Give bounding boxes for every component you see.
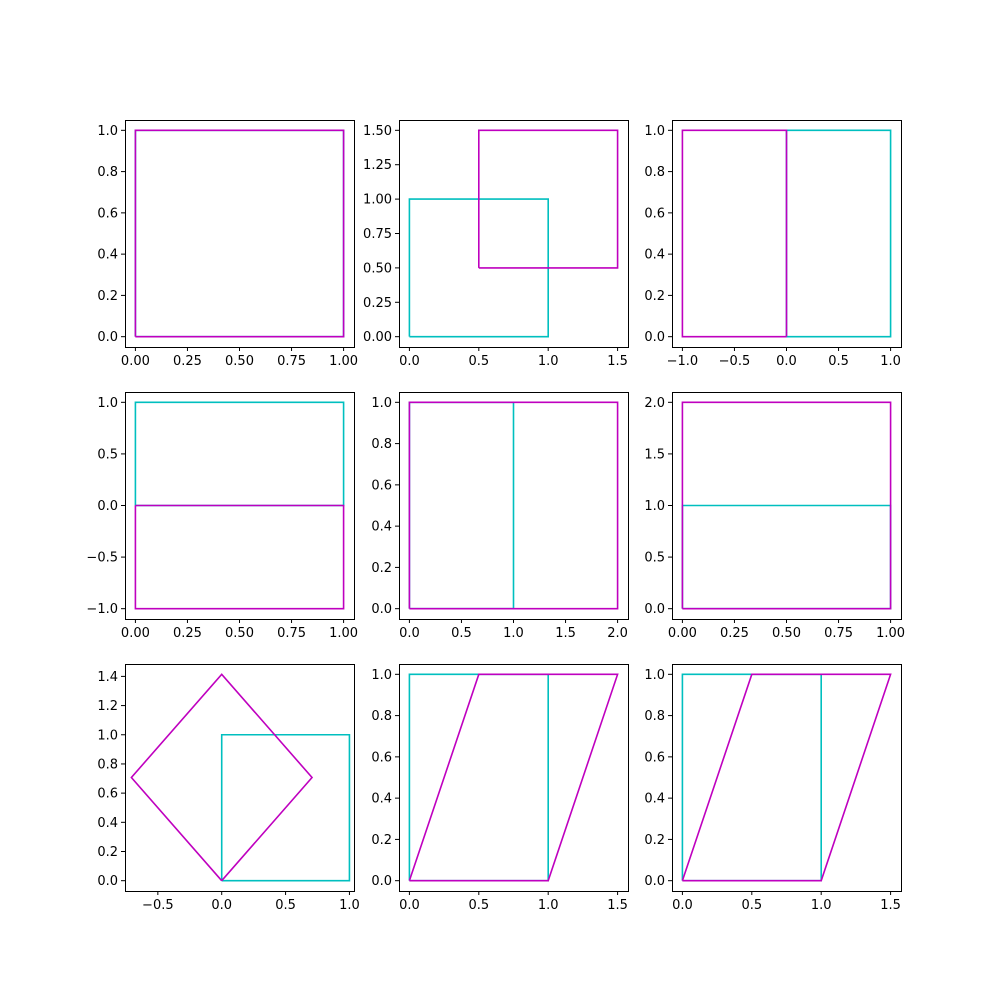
y-tick-label: 0.4 — [644, 792, 665, 807]
y-tick-label: 0.4 — [97, 248, 118, 263]
x-tick-label: 1.5 — [607, 354, 628, 369]
y-tick-label: 0.0 — [644, 874, 665, 889]
y-tick-label: 0.0 — [371, 874, 392, 889]
x-tick-label: −0.5 — [719, 354, 751, 369]
y-tick-label: 0.0 — [644, 330, 665, 345]
y-tick-label: 1.0 — [644, 124, 665, 139]
x-tick-label: 1.5 — [607, 898, 628, 913]
y-tick-label: 1.0 — [644, 499, 665, 514]
x-tick-label: 1.00 — [329, 626, 358, 641]
y-tick-label: 0.6 — [644, 206, 665, 221]
x-tick-label: 1.0 — [538, 898, 559, 913]
x-tick-label: 0.00 — [121, 626, 150, 641]
x-tick-label: 0.00 — [668, 626, 697, 641]
x-tick-label: 1.00 — [876, 626, 905, 641]
y-tick-label: 0.4 — [97, 816, 118, 831]
x-tick-label: 0.0 — [211, 898, 232, 913]
x-tick-label: 1.0 — [880, 354, 901, 369]
x-tick-label: −0.5 — [142, 898, 174, 913]
y-tick-label: 0.6 — [97, 206, 118, 221]
x-tick-label: 1.5 — [555, 626, 576, 641]
y-tick-label: 1.50 — [363, 124, 392, 139]
x-tick-label: 1.0 — [811, 898, 832, 913]
x-tick-label: 0.50 — [772, 626, 801, 641]
y-tick-label: 0.4 — [371, 520, 392, 535]
y-tick-label: 0.0 — [97, 874, 118, 889]
x-tick-label: 0.5 — [468, 898, 489, 913]
y-tick-label: 0.5 — [644, 551, 665, 566]
y-tick-label: 0.8 — [97, 165, 118, 180]
x-tick-label: 0.5 — [828, 354, 849, 369]
y-tick-label: 2.0 — [644, 396, 665, 411]
y-tick-label: 1.0 — [371, 668, 392, 683]
y-tick-label: 1.2 — [97, 699, 118, 714]
y-tick-label: 0.2 — [644, 833, 665, 848]
x-tick-label: 0.0 — [399, 626, 420, 641]
x-tick-label: 0.75 — [277, 354, 306, 369]
x-tick-label: 0.50 — [225, 354, 254, 369]
x-tick-label: 0.0 — [399, 898, 420, 913]
y-tick-label: 0.8 — [371, 437, 392, 452]
x-tick-label: 0.5 — [741, 898, 762, 913]
x-tick-label: 0.5 — [468, 354, 489, 369]
y-tick-label: 0.50 — [363, 261, 392, 276]
y-tick-label: 0.5 — [97, 447, 118, 462]
y-tick-label: 0.6 — [371, 478, 392, 493]
x-tick-label: 0.75 — [824, 626, 853, 641]
x-tick-label: 0.75 — [277, 626, 306, 641]
y-tick-label: 1.0 — [97, 124, 118, 139]
y-tick-label: 0.4 — [371, 792, 392, 807]
x-tick-label: 2.0 — [607, 626, 628, 641]
x-tick-label: −1.0 — [667, 354, 699, 369]
y-tick-label: 0.25 — [363, 296, 392, 311]
x-tick-label: 0.5 — [275, 898, 296, 913]
x-tick-label: 0.25 — [173, 354, 202, 369]
y-tick-label: 0.4 — [644, 248, 665, 263]
y-tick-label: 1.5 — [644, 447, 665, 462]
y-tick-label: 1.0 — [97, 396, 118, 411]
y-tick-label: 0.6 — [97, 787, 118, 802]
x-tick-label: 0.0 — [672, 898, 693, 913]
x-tick-label: 0.0 — [776, 354, 797, 369]
x-tick-label: 0.25 — [173, 626, 202, 641]
x-tick-label: 1.0 — [538, 354, 559, 369]
y-tick-label: 0.0 — [97, 330, 118, 345]
y-tick-label: 0.2 — [644, 289, 665, 304]
y-tick-label: 0.6 — [644, 750, 665, 765]
y-tick-label: 0.75 — [363, 227, 392, 242]
y-tick-label: 1.25 — [363, 158, 392, 173]
x-tick-label: 1.00 — [329, 354, 358, 369]
x-tick-label: 0.5 — [451, 626, 472, 641]
y-tick-label: 1.0 — [371, 396, 392, 411]
y-tick-label: 0.2 — [97, 289, 118, 304]
x-tick-label: 1.5 — [880, 898, 901, 913]
y-tick-label: −1.0 — [86, 602, 118, 617]
x-tick-label: 1.0 — [339, 898, 360, 913]
y-tick-label: 0.00 — [363, 330, 392, 345]
y-tick-label: 0.2 — [371, 561, 392, 576]
y-tick-label: 0.2 — [371, 833, 392, 848]
y-tick-label: 0.2 — [97, 845, 118, 860]
y-tick-label: 0.0 — [371, 602, 392, 617]
y-tick-label: 0.6 — [371, 750, 392, 765]
y-tick-label: 1.0 — [97, 728, 118, 743]
x-tick-label: 0.50 — [225, 626, 254, 641]
x-tick-label: 0.25 — [720, 626, 749, 641]
y-tick-label: 0.8 — [644, 165, 665, 180]
y-tick-label: 0.8 — [371, 709, 392, 724]
y-tick-label: 0.0 — [644, 602, 665, 617]
y-tick-label: 0.0 — [97, 499, 118, 514]
y-tick-label: 1.0 — [644, 668, 665, 683]
y-tick-label: −0.5 — [86, 551, 118, 566]
y-tick-label: 0.8 — [644, 709, 665, 724]
x-tick-label: 1.0 — [503, 626, 524, 641]
x-tick-label: 0.00 — [121, 354, 150, 369]
y-tick-label: 1.00 — [363, 193, 392, 208]
x-tick-label: 0.0 — [399, 354, 420, 369]
y-tick-label: 1.4 — [97, 670, 118, 685]
y-tick-label: 0.8 — [97, 757, 118, 772]
